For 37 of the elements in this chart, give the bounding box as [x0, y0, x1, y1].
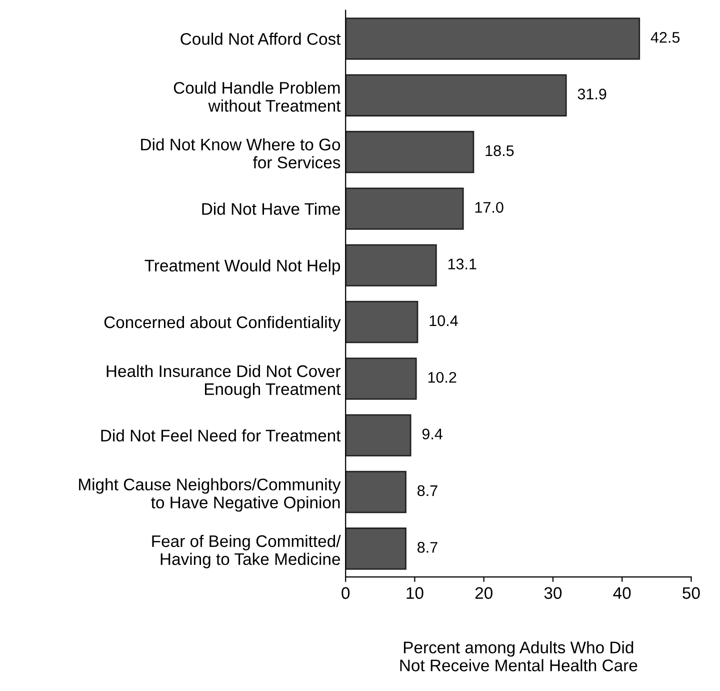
bar: [346, 74, 567, 116]
y-tick-label: Did Not Have Time: [202, 202, 340, 215]
bar: [346, 130, 474, 174]
x-tick-label: 10: [406, 587, 424, 599]
bar: [346, 528, 406, 570]
y-tick-label: Could Handle Problem without Treatment: [174, 82, 341, 112]
x-tick-label: 30: [544, 587, 562, 599]
x-tick-label: 20: [475, 587, 492, 599]
y-tick-label: Concerned about Confidentiality: [104, 316, 341, 332]
data-label: 13.1: [448, 258, 476, 270]
y-tick-label: Health Insurance Did Not Cover Enough Treatment: [106, 364, 341, 398]
x-tick-label: 50: [682, 587, 700, 599]
bar: [346, 300, 418, 344]
bar: [346, 414, 412, 456]
x-tick-label: 0: [342, 587, 350, 599]
y-tick-label: Could Not Afford Cost: [180, 32, 341, 45]
data-label: 8.7: [418, 485, 438, 496]
data-label: 9.4: [422, 428, 442, 440]
bar: [346, 470, 406, 514]
y-tick-label: Fear of Being Committed/ Having to Take Medicine: [152, 534, 341, 568]
bar: [346, 358, 417, 400]
y-tick-label: Did Not Know Where to Go for Services: [141, 138, 340, 168]
data-label: 10.4: [430, 315, 458, 326]
data-label: 17.0: [475, 202, 504, 213]
bar: [346, 188, 464, 230]
y-tick-label: Treatment Would Not Help: [144, 259, 340, 275]
data-label: 31.9: [578, 88, 606, 100]
y-tick-label: Did Not Feel Need for Treatment: [101, 429, 341, 442]
y-tick-label: Might Cause Neighbors/Community to Have Negative Opinion: [79, 478, 341, 512]
bar: [346, 244, 437, 286]
x-tick-label: 40: [613, 587, 631, 599]
x-axis-title: Percent among Adults Who Did Not Receive Mental Health Care: [400, 641, 638, 672]
data-label: 8.7: [418, 542, 438, 553]
data-label: 10.2: [428, 372, 456, 383]
data-label: 42.5: [650, 32, 680, 43]
data-label: 18.5: [486, 145, 514, 156]
bar: [346, 18, 640, 60]
